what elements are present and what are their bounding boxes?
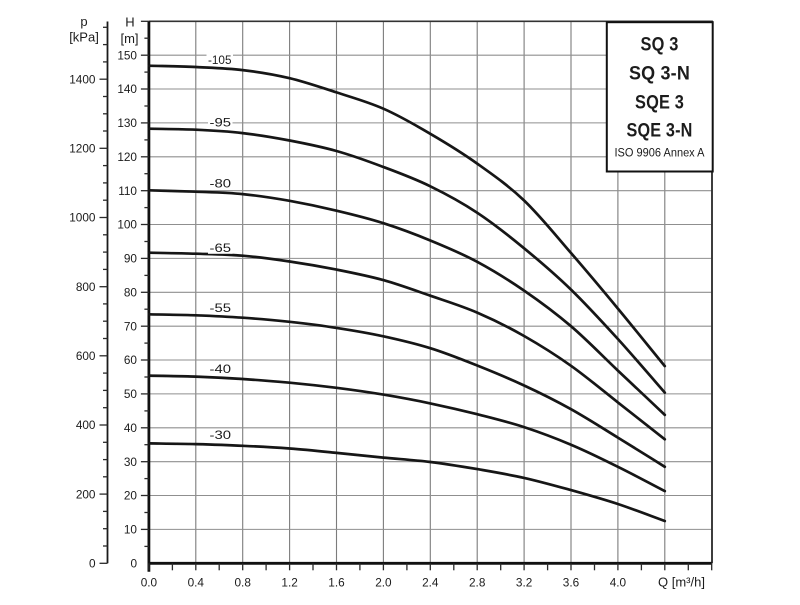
svg-text:1400: 1400 bbox=[69, 72, 96, 86]
svg-text:100: 100 bbox=[117, 218, 137, 232]
svg-text:20: 20 bbox=[124, 489, 138, 503]
svg-text:1000: 1000 bbox=[69, 211, 96, 225]
svg-text:SQ 3-N: SQ 3-N bbox=[629, 63, 690, 85]
svg-text:1200: 1200 bbox=[69, 142, 96, 156]
svg-text:-95: -95 bbox=[210, 118, 232, 130]
svg-text:[m]: [m] bbox=[120, 31, 138, 46]
svg-text:400: 400 bbox=[76, 418, 96, 432]
svg-text:-65: -65 bbox=[210, 243, 232, 255]
svg-text:90: 90 bbox=[124, 252, 138, 266]
svg-text:0.8: 0.8 bbox=[234, 576, 251, 590]
svg-text:140: 140 bbox=[117, 82, 137, 96]
svg-text:ISO 9906 Annex A: ISO 9906 Annex A bbox=[615, 148, 705, 160]
svg-text:p: p bbox=[80, 14, 87, 29]
svg-text:4.0: 4.0 bbox=[610, 576, 627, 590]
svg-text:1.6: 1.6 bbox=[328, 576, 345, 590]
svg-text:-80: -80 bbox=[210, 179, 232, 191]
svg-text:40: 40 bbox=[124, 421, 138, 435]
svg-text:2.8: 2.8 bbox=[469, 576, 486, 590]
svg-text:3.6: 3.6 bbox=[563, 576, 580, 590]
svg-text:[kPa]: [kPa] bbox=[69, 30, 99, 45]
svg-text:-105: -105 bbox=[208, 55, 232, 67]
svg-text:1.2: 1.2 bbox=[281, 576, 297, 590]
svg-text:120: 120 bbox=[117, 150, 137, 164]
svg-text:50: 50 bbox=[124, 387, 138, 401]
svg-text:60: 60 bbox=[124, 353, 138, 367]
svg-text:0: 0 bbox=[89, 557, 96, 571]
svg-text:-55: -55 bbox=[210, 303, 232, 315]
svg-text:2.4: 2.4 bbox=[422, 576, 439, 590]
svg-text:SQE 3-N: SQE 3-N bbox=[627, 120, 693, 142]
svg-text:Q [m³/h]: Q [m³/h] bbox=[658, 575, 705, 590]
svg-text:-30: -30 bbox=[210, 430, 232, 442]
svg-text:200: 200 bbox=[76, 487, 96, 501]
svg-text:H: H bbox=[125, 15, 134, 30]
svg-text:10: 10 bbox=[124, 523, 138, 537]
svg-text:2.0: 2.0 bbox=[375, 576, 392, 590]
svg-text:3.2: 3.2 bbox=[516, 576, 532, 590]
svg-text:150: 150 bbox=[117, 48, 137, 62]
svg-text:0.4: 0.4 bbox=[188, 576, 205, 590]
svg-text:SQ 3: SQ 3 bbox=[641, 34, 679, 56]
svg-text:80: 80 bbox=[124, 286, 138, 300]
svg-text:30: 30 bbox=[124, 455, 138, 469]
svg-text:800: 800 bbox=[76, 280, 96, 294]
svg-text:0.0: 0.0 bbox=[141, 576, 158, 590]
svg-text:70: 70 bbox=[124, 319, 138, 333]
svg-text:0: 0 bbox=[130, 557, 137, 571]
svg-text:600: 600 bbox=[76, 349, 96, 363]
svg-text:110: 110 bbox=[118, 184, 137, 198]
svg-text:-40: -40 bbox=[210, 364, 232, 376]
svg-text:SQE 3: SQE 3 bbox=[635, 92, 684, 114]
svg-text:130: 130 bbox=[117, 116, 137, 130]
